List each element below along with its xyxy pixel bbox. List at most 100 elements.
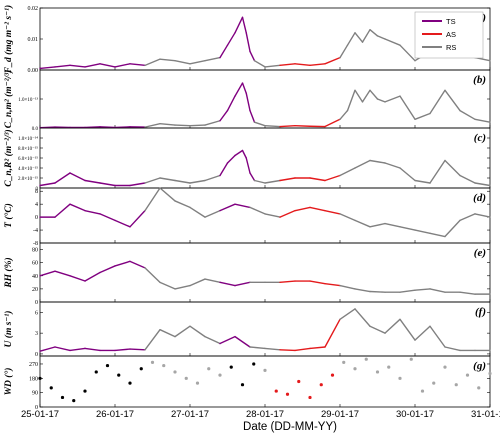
- panel-f-segment-rs: [384, 318, 401, 334]
- panel-d-segment-ts: [219, 203, 236, 212]
- panel-a-segment-as: [294, 63, 311, 67]
- panel-a-segment-as: [309, 63, 326, 67]
- panel-d-segment-rs: [459, 213, 476, 222]
- panel-c-segment-rs: [384, 162, 401, 169]
- panel-g-point: [353, 367, 357, 371]
- panel-d-tag: (d): [473, 192, 486, 204]
- panel-b-segment-rs: [361, 89, 371, 103]
- panel-a-segment-ts: [219, 44, 229, 59]
- panel-g-point: [454, 383, 458, 387]
- panel-c-segment-ts: [234, 149, 244, 157]
- panel-g-point: [297, 379, 301, 384]
- panel-b-segment-rs: [459, 109, 476, 121]
- panel-f-segment-rs: [264, 347, 281, 351]
- panel-c-segment-ts: [84, 179, 101, 184]
- panel-f-segment-ts: [129, 348, 146, 351]
- panel-f-segment-rs: [249, 346, 266, 350]
- panel-d-segment-rs: [339, 213, 356, 222]
- panel-g-point: [195, 381, 200, 385]
- panel-g-point: [83, 389, 87, 393]
- panel-d-segment-ts: [114, 219, 131, 228]
- panel-b-segment-rs: [474, 118, 491, 123]
- panel-a-segment-ts: [234, 16, 244, 34]
- panel-b-segment-ts: [99, 126, 116, 129]
- panel-e-segment-rs: [399, 289, 416, 293]
- panel-a-segment-rs: [361, 29, 371, 43]
- panel-c-segment-ts: [39, 182, 56, 187]
- panel-e-segment-rs: [204, 278, 221, 284]
- panel-d-segment-ts: [84, 209, 101, 215]
- panel-g-ylabel: WD (°): [3, 368, 14, 396]
- panel-a-ytick-label: 0.00: [28, 68, 39, 74]
- panel-g-point: [398, 376, 402, 380]
- panel-f-segment-rs: [204, 335, 221, 345]
- panel-f-segment-as: [294, 347, 311, 352]
- panel-c-segment-ts: [69, 172, 86, 182]
- panel-a-segment-rs: [369, 29, 379, 37]
- panel-f-tag: (f): [475, 306, 486, 318]
- panel-f-segment-rs: [174, 325, 191, 338]
- panel-e: 0 20 40 60 80 RH (%) (e): [3, 242, 491, 306]
- panel-g-point: [342, 360, 346, 364]
- panel-e-segment-ts: [69, 275, 86, 282]
- panel-b-segment-ts: [245, 92, 251, 112]
- panel-g-point: [229, 365, 233, 369]
- panel-b-segment-rs: [159, 122, 176, 126]
- panel-a-segment-ts: [249, 50, 256, 62]
- panel-c-ytick-label: 1.0×10⁻¹⁴: [18, 136, 38, 142]
- panel-b-segment-ts: [114, 126, 131, 129]
- panel-d-segment-rs: [414, 229, 431, 234]
- panel-a-segment-rs: [384, 38, 401, 46]
- panel-f-segment-ts: [69, 347, 86, 352]
- panel-c-ytick-label: 4.0×10⁻¹⁵: [18, 166, 38, 172]
- panel-b-segment-rs: [399, 95, 416, 121]
- panel-e-segment-as: [279, 280, 296, 284]
- panel-e-ytick-label: 20: [32, 287, 38, 293]
- panel-c-segment-ts: [226, 154, 236, 164]
- panel-b-segment-rs: [384, 95, 401, 103]
- panel-g-point: [263, 368, 267, 372]
- panel-g-point: [173, 370, 177, 374]
- panel-b-segment-as: [324, 118, 341, 128]
- panel-f-segment-ts: [84, 347, 101, 352]
- panel-e-segment-ts: [39, 270, 56, 277]
- panel-g-ytick-label: 0: [35, 405, 38, 411]
- legend: TS AS RS: [414, 11, 484, 59]
- panel-c-ytick-label: 6.0×10⁻¹⁵: [18, 156, 38, 162]
- panel-b-segment-rs: [429, 89, 446, 115]
- x-tick-label: 30-01-17: [396, 409, 434, 420]
- panel-d-segment-rs: [249, 206, 266, 215]
- panel-f-segment-rs: [369, 325, 386, 334]
- panel-e-ytick-label: 0: [35, 300, 38, 306]
- panel-b-segment-rs: [204, 120, 221, 126]
- panel-e-segment-ts: [54, 270, 71, 277]
- panel-e-segment-rs: [429, 288, 446, 293]
- x-tick-label: 27-01-17: [171, 409, 209, 420]
- panel-g-point: [409, 357, 413, 361]
- panel-b-segment-rs: [444, 89, 461, 112]
- panel-g-point: [38, 376, 42, 380]
- panel-d-frame: [39, 187, 491, 244]
- panel-e-segment-as: [309, 280, 326, 285]
- panel-c-segment-rs: [459, 174, 476, 184]
- panel-d-segment-ts: [234, 203, 251, 209]
- panel-b-segment-ts: [241, 82, 247, 94]
- panel-g-point: [364, 357, 368, 361]
- panel-f-ylabel: U (m s⁻¹): [3, 311, 14, 348]
- x-tick-label: 25-01-17: [21, 409, 59, 420]
- panel-b-segment-rs: [376, 98, 386, 103]
- panel-e-segment-ts: [114, 260, 131, 267]
- panel-c-segment-rs: [253, 179, 266, 184]
- panel-d-segment-ts: [54, 203, 71, 218]
- panel-e-ytick-label: 40: [32, 274, 38, 280]
- panel-g-point: [252, 362, 256, 366]
- panel-d-segment-as: [324, 209, 341, 215]
- panel-a-segment-ts: [54, 64, 71, 68]
- legend-label-ts: TS: [446, 17, 456, 26]
- panel-a-segment-ts: [69, 64, 86, 68]
- panel-b-segment-as: [294, 124, 311, 127]
- panel-a-segment-rs: [264, 64, 281, 68]
- panel-g-point: [274, 389, 278, 393]
- panel-c-segment-rs: [339, 167, 356, 177]
